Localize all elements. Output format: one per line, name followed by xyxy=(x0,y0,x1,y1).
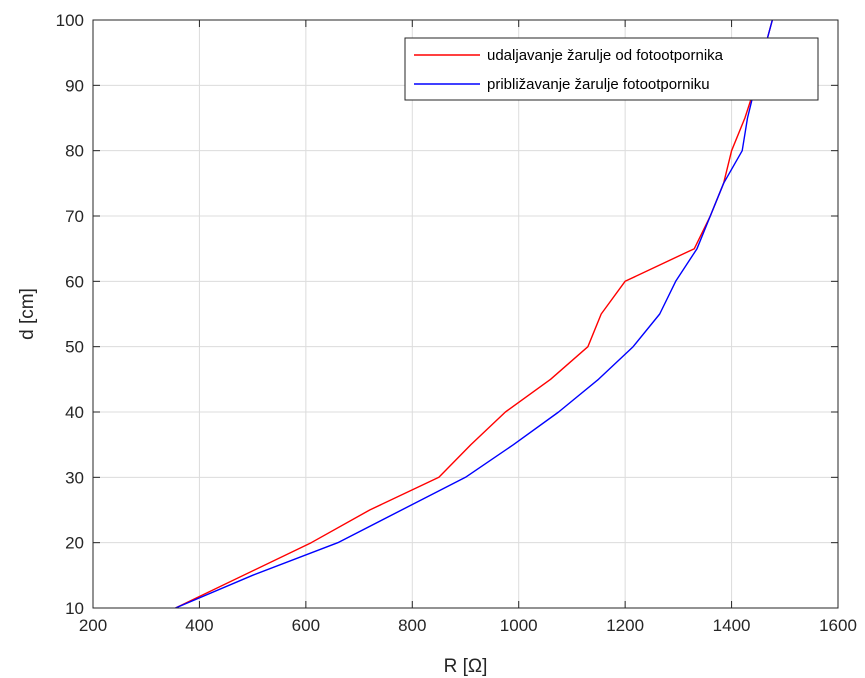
x-axis-label: R [Ω] xyxy=(444,656,488,677)
y-tick-label: 10 xyxy=(65,599,84,618)
y-tick-label: 80 xyxy=(65,142,84,161)
series-layer xyxy=(175,20,774,608)
series-line-blue xyxy=(175,20,774,608)
series-line-red xyxy=(175,20,774,608)
legend-box xyxy=(404,37,819,101)
legend-label-red: udaljavanje žarulje od fotootpornika xyxy=(487,47,724,64)
x-tick-label: 400 xyxy=(185,616,213,635)
x-tick-label: 1000 xyxy=(500,616,538,635)
y-tick-label: 60 xyxy=(65,272,84,291)
legend-label-blue: približavanje žarulje fotootporniku xyxy=(487,76,710,93)
y-tick-label: 50 xyxy=(65,338,84,357)
x-tick-label: 1400 xyxy=(713,616,751,635)
y-tick-label: 100 xyxy=(56,11,84,30)
y-axis-label: d [cm] xyxy=(17,288,38,340)
y-tick-label: 70 xyxy=(65,207,84,226)
plot-area-border xyxy=(92,19,839,609)
y-tick-label: 20 xyxy=(65,534,84,553)
x-tick-label: 1200 xyxy=(606,616,644,635)
x-tick-label: 600 xyxy=(292,616,320,635)
ticks: 200 400 600 800 1000 1200 1400 1600 10 20 30 40 50 60… xyxy=(56,11,857,635)
y-tick-label: 40 xyxy=(65,403,84,422)
y-tick-label: 90 xyxy=(65,76,84,95)
x-tick-label: 800 xyxy=(398,616,426,635)
y-tick-label: 30 xyxy=(65,468,84,487)
x-tick-label: 200 xyxy=(79,616,107,635)
legend: udaljavanje žarulje od fotootpornika pri… xyxy=(404,37,819,101)
x-tick-label: 1600 xyxy=(819,616,857,635)
